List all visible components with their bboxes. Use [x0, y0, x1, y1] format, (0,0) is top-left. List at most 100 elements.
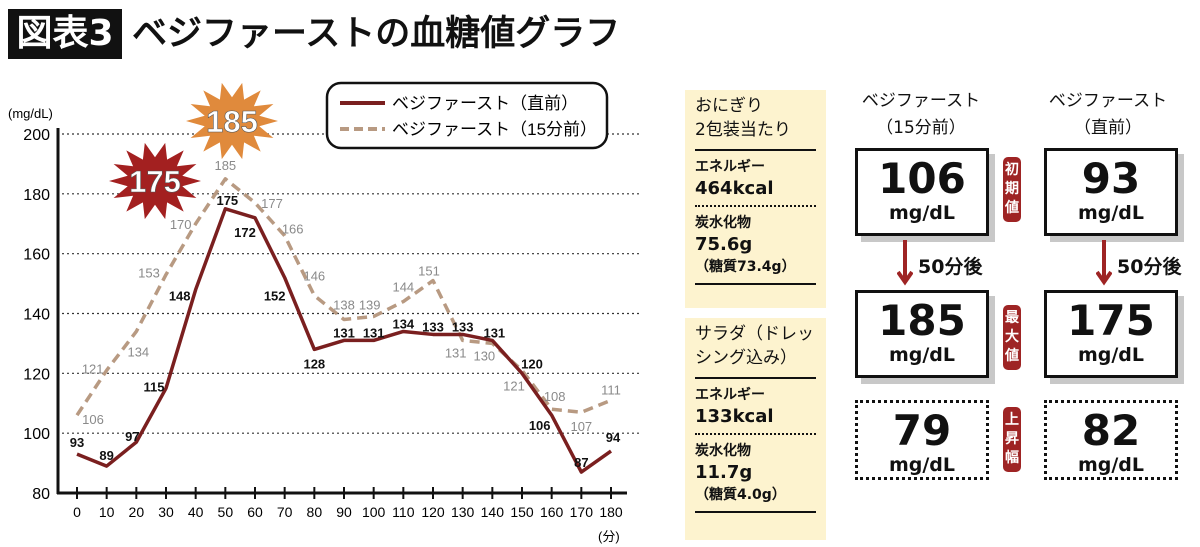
food-name: サラダ（ドレッ シング込み）	[695, 318, 816, 379]
unit: mg/dL	[888, 344, 956, 366]
data-label-15min: 121	[503, 378, 525, 393]
initial-value: 93	[1081, 154, 1141, 203]
carb-label: 炭水化物	[695, 443, 751, 459]
data-label-direct: 94	[606, 430, 621, 445]
y-tick-label: 100	[23, 426, 50, 443]
x-tick-label: 90	[336, 504, 352, 520]
x-tick-label: 50	[218, 504, 234, 520]
x-tick-label: 0	[73, 504, 81, 520]
data-label-direct: 172	[234, 225, 256, 240]
y-tick-label: 140	[23, 307, 50, 324]
legend: ベジファースト（直前） ベジファースト（15分前）	[325, 81, 609, 150]
x-tick-label: 20	[129, 504, 145, 520]
x-tick-label: 60	[247, 504, 263, 520]
energy-label: エネルギー	[695, 159, 765, 175]
x-tick-label: 100	[362, 504, 386, 520]
max-value-box-direct: 175 mg/dL	[1044, 290, 1178, 378]
after-50min-label: 50分後	[918, 256, 983, 278]
rise-value-box-direct: 82 mg/dL	[1044, 400, 1178, 480]
after-50min-label: 50分後	[1117, 256, 1182, 278]
y-tick-label: 200	[23, 127, 50, 144]
unit: mg/dL	[1077, 202, 1145, 224]
line-chart: 80 100 120 140 160 180 200 0 10 20 30 40 50 60 70 80 90 1…	[8, 81, 640, 544]
column-subtitle: （直前）	[1074, 118, 1142, 138]
x-tick-label: 30	[158, 504, 174, 520]
y-axis-label: (mg/dL)	[8, 106, 53, 121]
energy-value: 464kcal	[695, 178, 774, 199]
x-tick-label: 170	[570, 504, 594, 520]
x-tick-label: 70	[277, 504, 293, 520]
rise-value: 79	[892, 406, 952, 455]
unit: mg/dL	[1077, 344, 1145, 366]
legend-label-direct: ベジファースト（直前）	[392, 94, 578, 113]
data-label-15min: 170	[170, 217, 192, 232]
carb-label: 炭水化物	[695, 215, 751, 231]
x-tick-label: 40	[188, 504, 204, 520]
data-label-15min: 107	[570, 419, 592, 434]
x-tick-label: 10	[99, 504, 115, 520]
down-arrow-icon	[896, 240, 914, 286]
x-axis-unit: (分)	[598, 529, 620, 544]
figure-number-badge: 図表3	[8, 9, 122, 59]
energy-block: エネルギー 464kcal	[695, 151, 816, 207]
tag-rise: 上昇幅	[1003, 407, 1021, 472]
data-label-direct: 148	[169, 289, 191, 304]
data-label-15min: 111	[601, 382, 621, 397]
energy-value: 133kcal	[695, 406, 774, 427]
data-label-15min: 121	[82, 361, 104, 376]
peak-burst-175-label: 175	[129, 164, 181, 199]
data-label-15min: 146	[303, 269, 325, 284]
energy-block: エネルギー 133kcal	[695, 379, 816, 435]
chart-title: ベジファーストの血糖値グラフ	[132, 14, 621, 54]
sugar-value: （糖質73.4g）	[695, 259, 796, 275]
data-label-15min: 177	[261, 196, 283, 211]
data-label-15min: 144	[392, 280, 414, 295]
series-line-15min	[75, 177, 612, 417]
data-label-direct: 134	[392, 316, 414, 331]
initial-value-box-15min: 106 mg/dL	[855, 148, 989, 236]
data-label-15min: 130	[473, 348, 495, 363]
data-label-15min: 153	[138, 266, 160, 281]
data-label-direct: 131	[333, 325, 355, 340]
food-name-line: シング込み）	[695, 348, 797, 368]
initial-value: 106	[878, 154, 966, 203]
food-name-line: おにぎり	[695, 96, 763, 116]
data-label-direct: 87	[574, 455, 588, 470]
data-label-15min: 139	[359, 297, 381, 312]
food-name-line: 2包装当たり	[695, 120, 791, 140]
x-tick-label: 140	[481, 504, 505, 520]
x-tick-label: 180	[599, 504, 623, 520]
y-tick-label: 180	[23, 187, 50, 204]
tag-initial: 初期値	[1003, 157, 1021, 222]
data-label-direct: 97	[125, 429, 139, 444]
unit: mg/dL	[888, 202, 956, 224]
data-label-direct: 131	[363, 325, 385, 340]
x-tick-label: 120	[421, 504, 445, 520]
y-tick-label: 120	[23, 366, 50, 383]
peak-burst-175-shape	[109, 142, 201, 220]
data-label-15min: 131	[445, 345, 467, 360]
x-tick-label: 160	[540, 504, 564, 520]
data-label-direct: 133	[422, 319, 444, 334]
column-header-15min: ベジファースト （15分前）	[846, 88, 996, 142]
data-label-direct: 133	[452, 319, 474, 334]
tag-max: 最大値	[1003, 305, 1021, 370]
food-panel-onigiri: おにぎり 2包装当たり エネルギー 464kcal 炭水化物 75.6g （糖質73.4…	[685, 90, 826, 308]
data-label-direct: 93	[70, 435, 84, 450]
max-value-box-15min: 185 mg/dL	[855, 290, 989, 378]
data-label-direct: 175	[216, 193, 238, 208]
data-label-direct: 128	[303, 356, 325, 371]
unit: mg/dL	[1077, 454, 1145, 476]
column-title: ベジファースト	[1048, 91, 1168, 111]
y-tick-label: 80	[32, 486, 50, 503]
food-panel-salad: サラダ（ドレッ シング込み） エネルギー 133kcal 炭水化物 11.7g （糖質4…	[685, 318, 826, 540]
carb-block: 炭水化物 11.7g （糖質4.0g）	[695, 435, 816, 513]
y-tick-label: 160	[23, 247, 50, 264]
data-label-15min: 151	[418, 264, 440, 279]
data-label-direct: 115	[144, 379, 165, 394]
legend-label-15min: ベジファースト（15分前）	[392, 120, 597, 139]
data-label-direct: 106	[529, 418, 551, 433]
data-label-15min: 134	[127, 344, 149, 359]
food-name: おにぎり 2包装当たり	[695, 90, 816, 151]
data-label-direct: 120	[521, 356, 543, 371]
